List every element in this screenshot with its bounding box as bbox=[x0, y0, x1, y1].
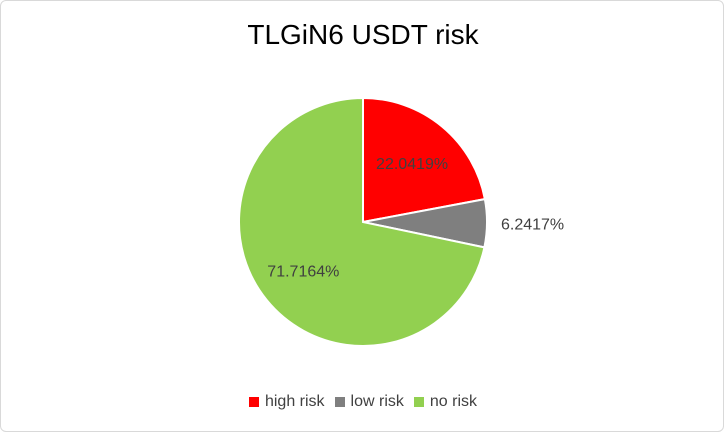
legend-item-no-risk: no risk bbox=[413, 393, 478, 411]
data-label-low-risk: 6.2417% bbox=[501, 216, 564, 233]
legend-swatch bbox=[334, 397, 345, 407]
legend-label: low risk bbox=[350, 393, 404, 410]
legend-swatch bbox=[248, 397, 259, 407]
legend-swatch bbox=[413, 397, 424, 407]
data-label-high-risk: 22.0419% bbox=[376, 156, 448, 173]
chart-title: TLGiN6 USDT risk bbox=[247, 19, 479, 50]
legend-item-low-risk: low risk bbox=[334, 393, 404, 411]
data-label-no-risk: 71.7164% bbox=[267, 263, 339, 280]
legend-label: no risk bbox=[429, 393, 478, 410]
legend-item-high-risk: high risk bbox=[248, 393, 325, 411]
legend: high risk low risk no risk bbox=[1, 393, 724, 411]
legend-label: high risk bbox=[264, 393, 325, 410]
pie-slice-high-risk bbox=[362, 96, 487, 224]
pie-slice-no-risk bbox=[238, 96, 486, 347]
